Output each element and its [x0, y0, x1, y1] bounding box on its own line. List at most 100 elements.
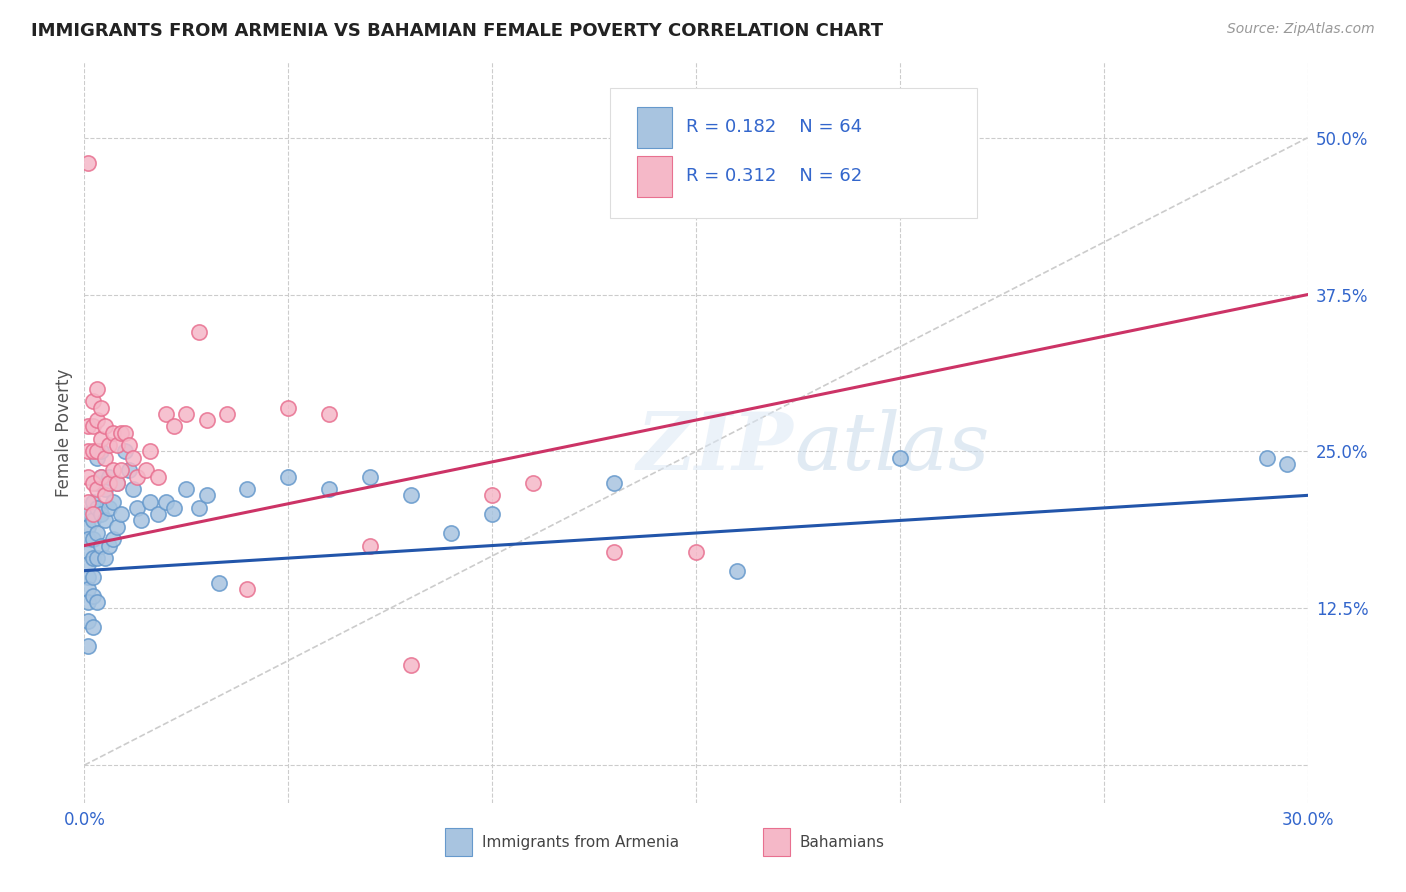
Point [82, 589, 104, 603]
Point [82, 533, 104, 547]
Text: R = 0.182    N = 64: R = 0.182 N = 64 [686, 118, 862, 136]
Point [93, 419, 115, 434]
Point [77, 444, 100, 458]
Point [77, 614, 100, 628]
Point [481, 488, 503, 502]
Point [77, 507, 100, 521]
Point [110, 425, 132, 440]
Point [217, 407, 239, 421]
Point [101, 494, 124, 508]
Point [685, 545, 707, 559]
Point [90, 444, 112, 458]
Point [399, 657, 422, 672]
Point [359, 469, 381, 483]
Point [110, 507, 132, 521]
Point [122, 450, 145, 465]
Point [97, 539, 120, 553]
Point [105, 438, 128, 452]
Point [135, 463, 157, 477]
Y-axis label: Female Poverty: Female Poverty [55, 368, 73, 497]
Point [86, 482, 108, 496]
Point [359, 539, 381, 553]
Point [77, 570, 100, 584]
Point [77, 156, 100, 170]
Point [105, 475, 128, 490]
Point [725, 564, 748, 578]
Point [86, 444, 108, 458]
Point [187, 325, 209, 339]
Point [97, 438, 120, 452]
Point [82, 394, 104, 409]
Point [86, 595, 108, 609]
Point [101, 463, 124, 477]
FancyBboxPatch shape [637, 156, 672, 197]
Point [208, 576, 231, 591]
Text: IMMIGRANTS FROM ARMENIA VS BAHAMIAN FEMALE POVERTY CORRELATION CHART: IMMIGRANTS FROM ARMENIA VS BAHAMIAN FEMA… [31, 22, 883, 40]
Point [90, 507, 112, 521]
Point [82, 494, 104, 508]
Point [118, 438, 141, 452]
Point [82, 513, 104, 527]
FancyBboxPatch shape [610, 88, 977, 218]
Point [603, 545, 626, 559]
Point [163, 500, 186, 515]
Point [127, 469, 149, 483]
Point [114, 444, 136, 458]
Point [118, 463, 141, 477]
Point [82, 551, 104, 566]
Point [82, 570, 104, 584]
Point [105, 475, 128, 490]
Point [77, 582, 100, 597]
Point [889, 450, 911, 465]
Point [93, 551, 115, 566]
Point [82, 419, 104, 434]
Point [82, 620, 104, 634]
Point [86, 382, 108, 396]
Point [77, 520, 100, 534]
Point [146, 469, 169, 483]
Point [77, 595, 100, 609]
Point [86, 475, 108, 490]
Point [440, 526, 463, 541]
Point [97, 469, 120, 483]
Text: atlas: atlas [794, 409, 990, 486]
Point [77, 545, 100, 559]
Point [82, 444, 104, 458]
Point [163, 419, 186, 434]
Point [77, 469, 100, 483]
Point [131, 513, 153, 527]
FancyBboxPatch shape [446, 828, 472, 856]
Point [97, 475, 120, 490]
Point [90, 539, 112, 553]
Point [236, 482, 259, 496]
Point [82, 475, 104, 490]
Text: Bahamians: Bahamians [800, 835, 884, 849]
Point [77, 533, 100, 547]
Point [82, 507, 104, 521]
Point [93, 450, 115, 465]
Point [97, 500, 120, 515]
Point [1277, 457, 1299, 471]
Point [93, 513, 115, 527]
Point [86, 551, 108, 566]
Point [114, 425, 136, 440]
Point [277, 469, 299, 483]
Point [318, 482, 340, 496]
Text: Source: ZipAtlas.com: Source: ZipAtlas.com [1227, 22, 1375, 37]
Point [399, 488, 422, 502]
FancyBboxPatch shape [637, 107, 672, 147]
FancyBboxPatch shape [763, 828, 790, 856]
Point [86, 450, 108, 465]
Point [86, 500, 108, 515]
Point [318, 407, 340, 421]
Point [277, 401, 299, 415]
Point [138, 494, 160, 508]
Point [101, 533, 124, 547]
Point [77, 494, 100, 508]
Point [155, 494, 177, 508]
Point [146, 507, 169, 521]
Point [195, 413, 218, 427]
Text: R = 0.312    N = 62: R = 0.312 N = 62 [686, 168, 862, 186]
Point [77, 639, 100, 653]
Point [195, 488, 218, 502]
